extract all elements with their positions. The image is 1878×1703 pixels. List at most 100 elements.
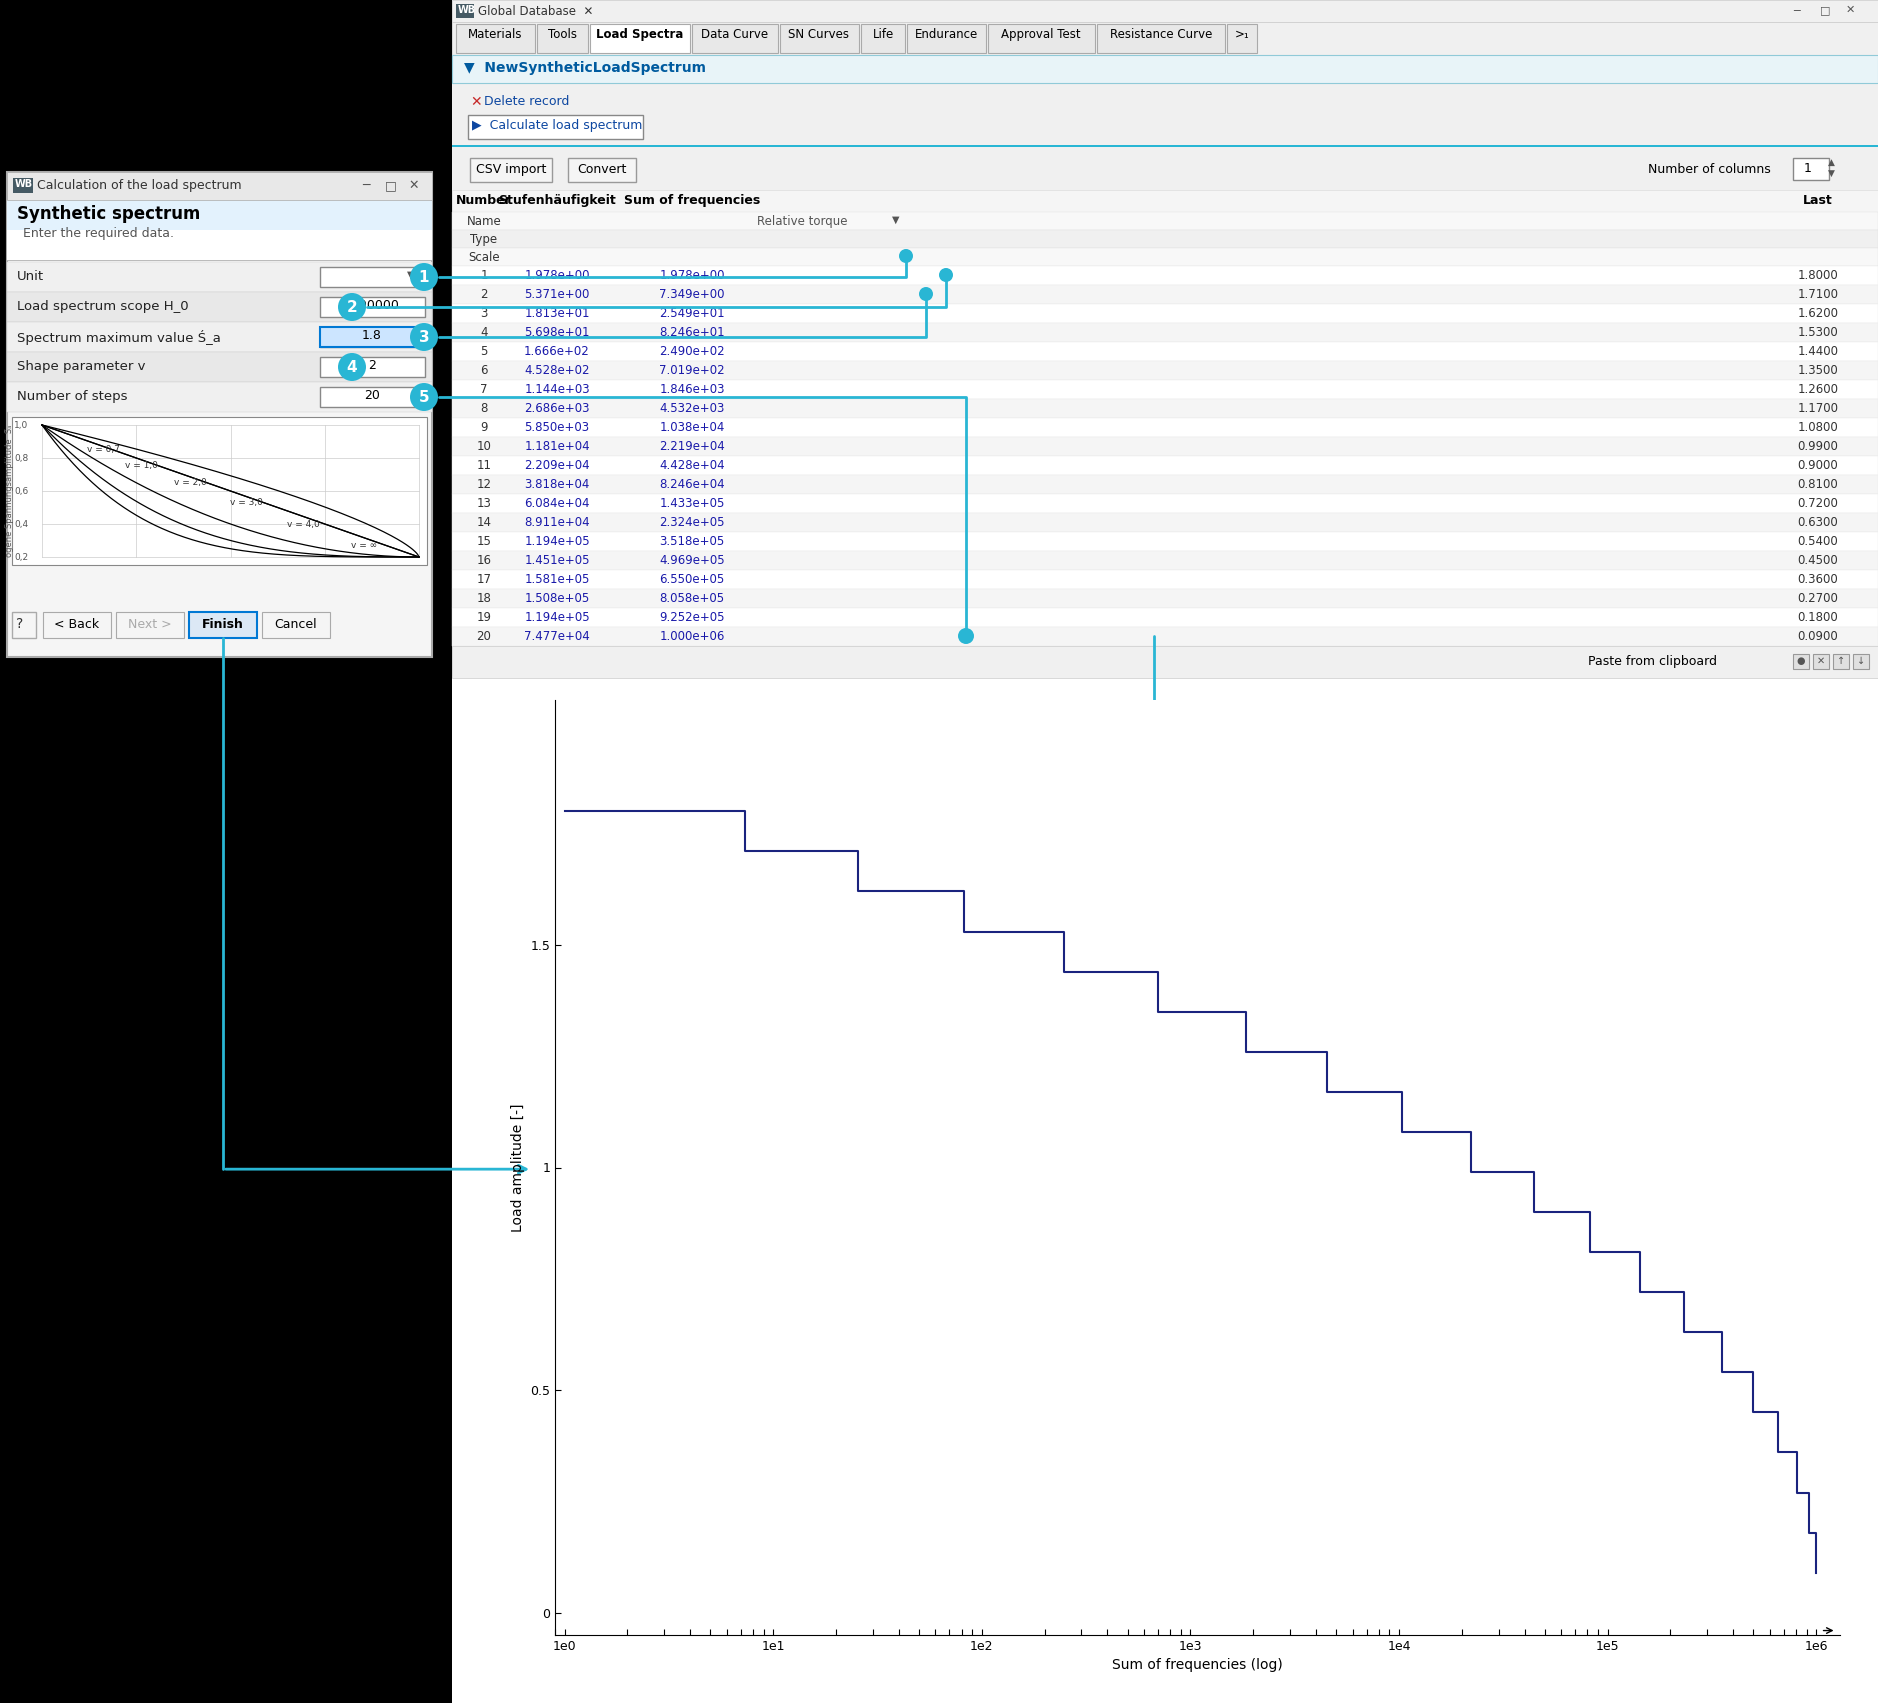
Bar [453,676,1878,1703]
Text: 0.1800: 0.1800 [1797,611,1839,623]
Text: 1: 1 [419,269,430,284]
Bar [453,438,1878,456]
Text: >₁: >₁ [1234,27,1249,41]
Text: ─: ─ [1793,5,1799,15]
Text: 3: 3 [419,329,430,344]
Text: ▲
▼: ▲ ▼ [1827,158,1835,177]
Text: □: □ [1820,5,1831,15]
Circle shape [338,293,366,320]
Circle shape [409,383,438,410]
Text: v = 2,0: v = 2,0 [175,479,207,487]
Bar [1097,24,1224,53]
Bar [453,284,1878,305]
Bar [453,191,1878,211]
Bar [453,627,1878,645]
Bar [453,305,1878,324]
Text: 12: 12 [477,479,492,490]
Text: Delete record: Delete record [485,95,569,107]
Text: 0,2: 0,2 [13,553,28,562]
Bar [453,342,1878,361]
Text: 1: 1 [1805,162,1812,175]
Bar [263,611,331,639]
Bar [8,262,432,291]
Bar [453,494,1878,513]
Text: ?: ? [17,616,24,632]
Text: 0.3600: 0.3600 [1797,572,1839,586]
Text: 0.6300: 0.6300 [1797,516,1839,530]
Text: ✕: ✕ [1816,656,1825,666]
Text: Relative torque: Relative torque [757,215,847,228]
Text: 2.209e+04: 2.209e+04 [524,460,590,472]
Bar [11,417,426,565]
Circle shape [958,628,975,644]
Text: 4.969e+05: 4.969e+05 [659,553,725,567]
Circle shape [409,262,438,291]
Bar [43,611,111,639]
Text: 8.246e+04: 8.246e+04 [659,479,725,490]
Text: 1.666e+02: 1.666e+02 [524,346,590,358]
Text: Shape parameter v: Shape parameter v [17,359,145,373]
Text: Last: Last [1803,194,1833,208]
Text: □: □ [385,179,396,192]
Bar [13,179,34,192]
Text: v = 0,7: v = 0,7 [86,444,120,453]
Text: 3.518e+05: 3.518e+05 [659,535,725,548]
Text: 1.1700: 1.1700 [1797,402,1839,416]
Bar [453,608,1878,627]
Text: ↓: ↓ [1857,656,1865,666]
Bar [470,158,552,182]
Text: WB: WB [458,5,477,15]
Bar [453,324,1878,342]
Text: 17: 17 [477,572,492,586]
Text: 8.911e+04: 8.911e+04 [524,516,590,530]
Circle shape [338,353,366,381]
Text: 0.2700: 0.2700 [1797,593,1839,605]
Text: Enter the required data.: Enter the required data. [23,226,175,240]
Text: 0,4: 0,4 [13,519,28,530]
Circle shape [409,324,438,351]
Text: 5.698e+01: 5.698e+01 [524,325,590,339]
Text: Finish: Finish [203,618,244,632]
Bar [453,552,1878,571]
Text: 9: 9 [481,421,488,434]
Bar [468,116,642,140]
Bar [453,0,1878,1703]
Text: Next >: Next > [128,618,171,632]
Text: Number of columns: Number of columns [1649,163,1771,175]
Bar [907,24,986,53]
X-axis label: Sum of frequencies (log): Sum of frequencies (log) [1112,1659,1283,1672]
Text: Data Curve: Data Curve [702,27,768,41]
Text: 1.978e+00: 1.978e+00 [524,269,590,283]
Text: 16: 16 [477,553,492,567]
Text: Calculation of the load spectrum: Calculation of the load spectrum [38,179,242,192]
Bar [8,381,432,412]
Text: 0.4500: 0.4500 [1797,553,1839,567]
Bar [453,22,1878,54]
Text: Synthetic spectrum: Synthetic spectrum [17,204,201,223]
Text: ▼: ▼ [408,271,415,279]
Text: Convert: Convert [577,163,627,175]
Bar [453,475,1878,494]
Text: 1000000: 1000000 [344,300,400,312]
Text: 2.324e+05: 2.324e+05 [659,516,725,530]
Circle shape [918,288,933,301]
Bar [860,24,905,53]
Bar [1793,654,1809,669]
Bar [319,296,424,317]
Text: Tools: Tools [548,27,577,41]
Text: 4.532e+03: 4.532e+03 [659,402,725,416]
Text: Cancel: Cancel [274,618,317,632]
Bar [453,645,1878,678]
Bar [1793,158,1829,181]
Text: v = 1,0: v = 1,0 [126,460,158,470]
Bar [8,291,432,322]
Bar [453,54,1878,83]
Text: Name: Name [466,215,501,228]
Text: 2.549e+01: 2.549e+01 [659,307,725,320]
Text: Approval Test: Approval Test [1001,27,1082,41]
Bar [8,172,432,657]
Circle shape [939,267,952,283]
Text: 7.349e+00: 7.349e+00 [659,288,725,301]
Text: Unit: Unit [17,271,43,283]
Text: 8.246e+01: 8.246e+01 [659,325,725,339]
